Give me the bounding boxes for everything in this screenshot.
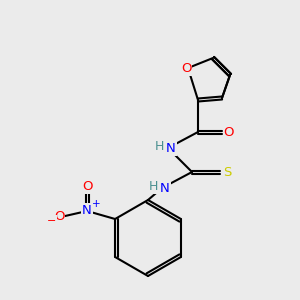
Text: H: H: [154, 140, 164, 152]
Text: N: N: [166, 142, 176, 154]
Text: O: O: [54, 209, 64, 223]
Text: +: +: [92, 199, 100, 209]
Text: H: H: [148, 179, 158, 193]
Text: N: N: [160, 182, 170, 194]
Text: S: S: [223, 166, 231, 178]
Text: O: O: [82, 179, 92, 193]
Text: −: −: [46, 216, 56, 226]
Text: O: O: [224, 125, 234, 139]
Text: N: N: [82, 205, 92, 218]
Text: O: O: [181, 61, 191, 74]
